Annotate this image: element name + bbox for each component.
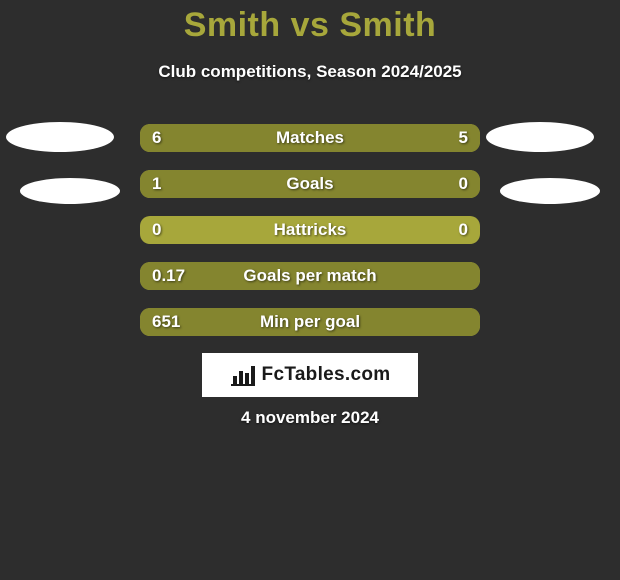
metric-label: Goals per match [140,262,480,290]
comparison-infographic: Smith vs Smith Club competitions, Season… [0,0,620,580]
side-ellipse [500,178,600,204]
metric-row: 651Min per goal [0,308,620,336]
brand-badge: FcTables.com [202,353,418,397]
subtitle: Club competitions, Season 2024/2025 [0,62,620,82]
metric-rows: 65Matches 10Goals 00Hattricks 0.17Goals per… [0,124,620,354]
metric-label: Goals [140,170,480,198]
bar-chart-icon [230,364,256,386]
metric-label: Min per goal [140,308,480,336]
bar-track: 10Goals [140,170,480,198]
bar-track: 0.17Goals per match [140,262,480,290]
metric-label: Matches [140,124,480,152]
side-ellipse [20,178,120,204]
page-title: Smith vs Smith [0,6,620,45]
metric-row: 0.17Goals per match [0,262,620,290]
brand-text: FcTables.com [262,364,391,386]
date-text: 4 november 2024 [0,408,620,428]
side-ellipse [6,122,114,152]
metric-row: 00Hattricks [0,216,620,244]
bar-track: 65Matches [140,124,480,152]
side-ellipse [486,122,594,152]
bar-track: 00Hattricks [140,216,480,244]
metric-label: Hattricks [140,216,480,244]
bar-track: 651Min per goal [140,308,480,336]
